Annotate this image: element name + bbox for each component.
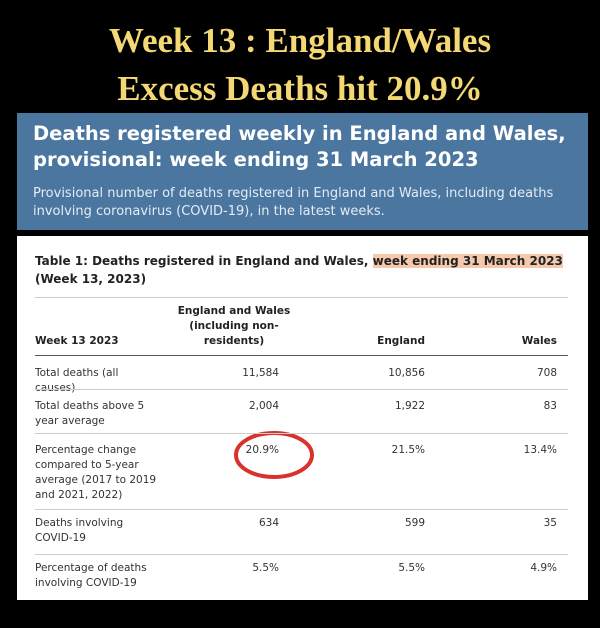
rule [35,509,568,510]
rule [35,355,568,356]
row-label: Percentage change compared to 5-year ave… [35,444,157,501]
cell-value: 599 [404,517,425,529]
rule [35,297,568,298]
summary-box: Deaths registered weekly in England and … [17,113,588,230]
cell-value: 634 [258,517,279,529]
cell-value: 21.5% [391,444,425,456]
column-header: Week 13 2023 [35,335,119,347]
cell-value: 20.9% [245,444,279,456]
column-header: England [377,335,425,347]
table-panel: Table 1: Deaths registered in England an… [17,236,588,600]
cell-value: 11,584 [242,367,279,379]
cell-value: 13.4% [523,444,557,456]
column-header: Wales [521,335,557,347]
cell-value: 1,922 [394,400,425,412]
cell-value: 5.5% [252,562,279,574]
cell-value: 4.9% [530,562,557,574]
rule [35,433,568,434]
table-caption: Table 1: Deaths registered in England an… [35,252,565,288]
caption-text: Table 1: Deaths registered in England an… [35,254,373,268]
row-label: Deaths involving COVID-19 [35,517,124,544]
row-label: Total deaths above 5 year average [35,400,145,427]
cell-value: 35 [543,517,557,529]
cell-value: 5.5% [398,562,425,574]
cell-value: 708 [536,367,557,379]
headline: Excess Deaths hit 20.9% [117,69,483,108]
box-title: Deaths registered weekly in England and … [33,122,566,171]
cell-value: 83 [543,400,557,412]
rule [35,554,568,555]
box-subtitle: Provisional number of deaths registered … [33,186,554,219]
cell-value: 2,004 [248,400,279,412]
row-label: Total deaths (all causes) [35,367,119,394]
column-header: England and Wales (including non-residen… [177,305,291,347]
rule [35,389,568,390]
caption-highlight: week ending 31 March 2023 [372,254,563,268]
row-label: Percentage of deaths involving COVID-19 [35,562,147,589]
caption-text: (Week 13, 2023) [35,272,147,286]
cell-value: 10,856 [388,367,425,379]
headline: Week 13 : England/Wales [108,21,492,60]
